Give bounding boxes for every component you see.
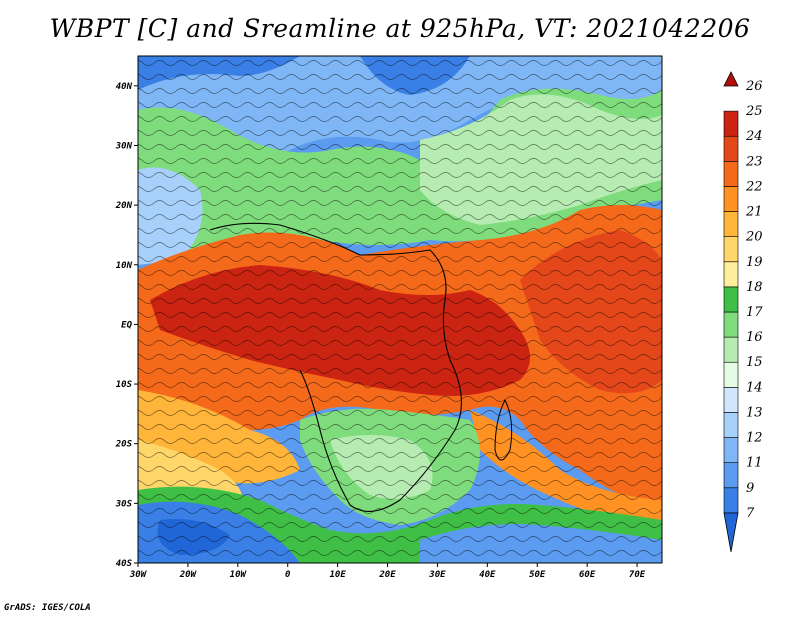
colorbar-label: 21 [745,205,763,220]
map-title: WBPT [C] and Sreamline at 925hPa, VT: 20… [49,14,751,43]
footer-credit: GrADS: IGES/COLA [4,603,91,613]
colorbar-swatch [723,236,739,263]
colorbar-swatch [723,336,739,363]
colorbar-label: 18 [746,280,763,295]
lon-tick-label: 30W [129,570,148,580]
lat-tick-label: 30N [115,141,133,151]
colorbar-label: 12 [746,431,763,446]
colorbar-label: 15 [746,355,763,370]
colorbar-label: 25 [745,104,763,119]
colorbar-swatch [723,211,739,237]
colorbar-label: 19 [746,255,763,270]
lat-tick-label: 20S [115,440,133,450]
colorbar-label: 22 [745,179,763,194]
colorbar-label: 20 [745,230,763,245]
lon-tick-label: 20W [179,570,198,580]
lat-tick-label: 30S [115,499,133,509]
colorbar-swatch [723,387,739,413]
lon-tick-label: 40E [479,570,496,580]
lon-tick-label: 50E [529,570,546,580]
wbpt-shading [138,56,662,563]
colorbar-swatch [723,261,739,288]
lat-tick-label: 10S [116,380,133,390]
colorbar-swatch [723,110,739,137]
lon-tick-label: 10E [329,570,346,580]
latitude-axis: 40N 30N 20N 10N EQ 10S 20S 30S 40S [115,82,138,569]
colorbar-label: 11 [746,456,763,471]
colorbar-label: 23 [745,154,763,169]
lat-tick-label: 40N [116,82,133,92]
longitude-axis: 30W 20W 10W 0 10E 20E 30E 40E 50E 60E 70E [129,563,646,580]
lon-tick-label: 0 [285,570,291,580]
lon-tick-label: 70E [629,570,646,580]
colorbar-label: 9 [746,481,754,496]
lat-tick-label: EQ [121,320,132,330]
colorbar-swatch [723,135,739,162]
colorbar-label: 26 [745,79,763,94]
colorbar-swatch [723,412,739,438]
colorbar: 7 9 11 12 13 14 15 16 17 18 19 20 21 22 23 24 25 26 [723,71,763,553]
colorbar-swatch [723,286,739,313]
lat-tick-label: 40S [116,559,133,569]
colorbar-label: 17 [746,305,763,320]
colorbar-swatch [723,361,739,388]
lat-tick-label: 10N [116,261,133,271]
colorbar-swatch [723,311,739,338]
colorbar-label: 24 [745,129,763,144]
colorbar-swatch [723,71,739,87]
lon-tick-label: 20E [378,570,396,580]
colorbar-swatch [723,437,739,463]
colorbar-label: 16 [746,330,763,345]
colorbar-swatch [723,161,739,187]
colorbar-swatch [723,186,739,212]
colorbar-label: 7 [746,506,755,521]
lon-tick-label: 10W [230,570,248,580]
lat-tick-label: 20N [115,201,133,211]
colorbar-label: 14 [746,380,763,395]
lon-tick-label: 60E [579,570,596,580]
colorbar-swatch [723,462,739,489]
map-frame [137,55,663,564]
colorbar-swatch [723,512,739,553]
lon-tick-label: 30E [428,570,446,580]
colorbar-swatch [723,487,739,514]
colorbar-label: 13 [746,405,763,420]
